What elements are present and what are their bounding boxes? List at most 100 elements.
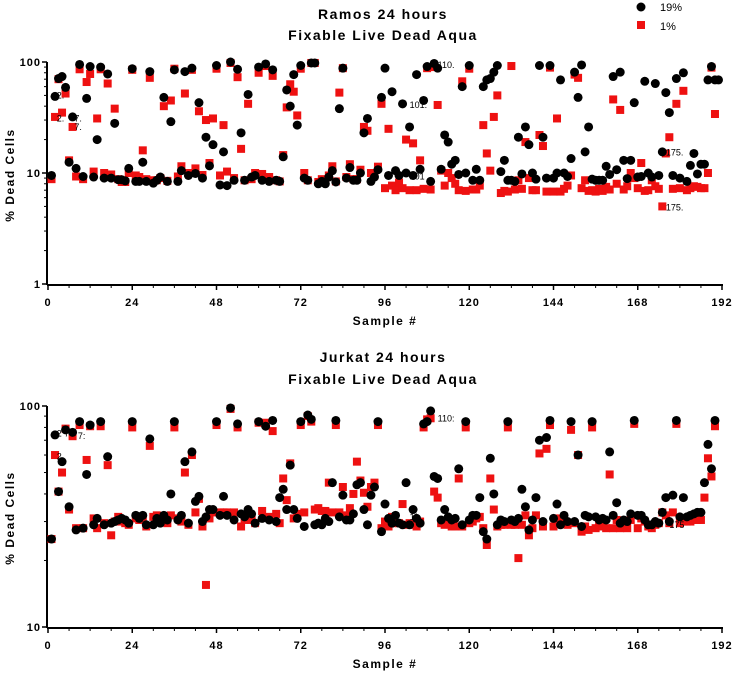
data-point-circle: [61, 82, 71, 92]
data-point-circle: [485, 453, 495, 463]
data-point-circle: [103, 69, 113, 79]
data-point-circle: [176, 166, 186, 176]
data-point-circle: [577, 60, 587, 70]
data-point-square: [654, 184, 663, 193]
data-point-square: [237, 144, 246, 153]
data-point-square: [623, 182, 632, 191]
data-point-circle: [194, 98, 204, 108]
data-point-circle: [685, 160, 695, 170]
data-point-circle: [524, 140, 534, 150]
point-annotation: 7:: [78, 431, 86, 441]
series-1pct: [47, 404, 719, 589]
data-point-circle: [391, 510, 401, 520]
data-point-circle: [478, 82, 488, 92]
data-point-circle: [197, 173, 207, 183]
data-point-circle: [577, 521, 587, 531]
data-point-circle: [183, 518, 193, 528]
data-point-circle: [331, 177, 341, 187]
data-point-circle: [398, 520, 408, 530]
data-point-circle: [369, 482, 379, 492]
data-point-circle: [212, 417, 221, 427]
data-point-circle: [71, 525, 81, 535]
data-point-circle: [355, 478, 365, 488]
data-point-square: [563, 181, 572, 190]
data-point-square: [377, 99, 386, 108]
data-point-circle: [278, 152, 288, 162]
data-point-circle: [524, 525, 534, 535]
data-point-square: [409, 139, 418, 148]
data-point-square: [402, 135, 411, 144]
data-point-circle: [68, 112, 78, 122]
data-point-circle: [85, 62, 95, 72]
y-tick-label: 100: [20, 401, 41, 413]
series-1pct: [47, 58, 719, 211]
data-point-circle: [215, 180, 225, 190]
data-point-circle: [675, 512, 685, 522]
data-point-circle: [99, 520, 109, 530]
data-point-circle: [457, 520, 467, 530]
data-point-square: [521, 511, 530, 520]
data-point-square: [170, 423, 179, 432]
data-point-square: [696, 515, 705, 524]
data-point-square: [331, 421, 340, 430]
data-point-circle: [155, 518, 165, 528]
data-point-square: [51, 451, 60, 460]
data-point-square: [107, 531, 116, 540]
data-point-square: [581, 176, 590, 185]
data-point-circle: [552, 499, 562, 509]
data-point-circle: [82, 93, 92, 103]
data-point-circle: [549, 513, 558, 523]
data-point-circle: [405, 122, 415, 132]
data-point-square: [567, 425, 576, 434]
series-19pct: [47, 403, 720, 544]
data-point-square: [531, 186, 540, 195]
data-point-circle: [570, 67, 580, 77]
data-point-square: [668, 184, 677, 193]
data-point-square: [230, 508, 239, 517]
point-annotation: 101: [410, 171, 425, 181]
data-point-circle: [236, 128, 246, 138]
data-point-circle: [352, 175, 362, 185]
data-point-circle: [68, 427, 78, 437]
data-point-circle: [489, 67, 499, 77]
data-point-circle: [240, 512, 250, 522]
data-point-circle: [608, 510, 618, 520]
data-point-circle: [534, 60, 544, 70]
data-point-circle: [422, 62, 432, 72]
point-annotation: 11: [410, 512, 419, 522]
data-point-square: [191, 508, 200, 517]
data-point-square: [208, 114, 217, 123]
y-tick-label: 100: [20, 57, 41, 69]
data-point-square: [254, 68, 263, 77]
data-point-circle: [289, 505, 299, 515]
data-point-square: [545, 421, 554, 430]
data-point-circle: [436, 164, 446, 174]
data-point-circle: [190, 168, 200, 178]
data-point-square: [384, 124, 393, 133]
data-point-circle: [127, 417, 137, 427]
data-point-circle: [348, 509, 358, 519]
data-point-circle: [264, 176, 274, 186]
data-point-circle: [250, 518, 260, 528]
data-point-circle: [75, 417, 85, 427]
x-tick-label: 144: [543, 640, 564, 652]
x-tick-label: 96: [378, 297, 392, 309]
data-point-square: [223, 167, 232, 176]
data-point-square: [268, 71, 277, 80]
data-point-circle: [545, 60, 555, 70]
data-point-circle: [419, 95, 429, 105]
data-point-square: [180, 468, 189, 477]
data-point-circle: [612, 165, 622, 175]
data-point-circle: [706, 464, 716, 474]
data-point-circle: [475, 175, 485, 185]
data-point-square: [286, 80, 295, 89]
data-point-circle: [461, 168, 471, 178]
data-point-square: [68, 122, 77, 131]
data-point-circle: [204, 161, 214, 171]
data-point-square: [524, 531, 533, 540]
data-point-square: [609, 95, 618, 104]
data-point-circle: [443, 137, 453, 147]
y-axis-label: % Dead Cells: [3, 471, 17, 564]
data-point-circle: [275, 176, 285, 186]
data-point-square: [338, 483, 347, 492]
